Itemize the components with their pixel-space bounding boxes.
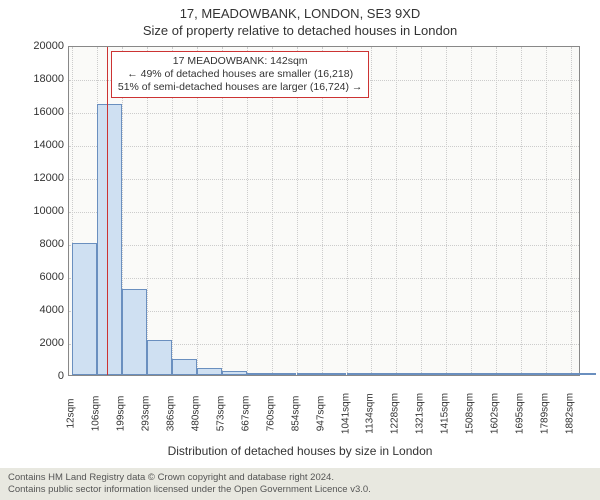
x-tick-label: 1415sqm	[440, 393, 451, 434]
gridline-v	[496, 47, 497, 375]
y-tick-label: 20000	[24, 40, 64, 52]
histogram-bar	[147, 340, 172, 375]
histogram-bar	[72, 243, 97, 375]
histogram-bar	[371, 373, 396, 375]
histogram-bar	[197, 368, 222, 375]
annotation-box: 17 MEADOWBANK: 142sqm← 49% of detached h…	[111, 51, 370, 98]
x-tick-label: 1508sqm	[465, 393, 476, 434]
x-tick-label: 1695sqm	[515, 393, 526, 434]
x-tick-label: 947sqm	[315, 396, 326, 432]
y-tick-label: 2000	[24, 337, 64, 349]
x-tick-label: 1321sqm	[415, 393, 426, 434]
gridline-v	[471, 47, 472, 375]
gridline-v	[571, 47, 572, 375]
x-tick-label: 293sqm	[141, 396, 152, 432]
x-axis-label: Distribution of detached houses by size …	[0, 444, 600, 458]
y-tick-label: 0	[24, 370, 64, 382]
x-tick-label: 1882sqm	[564, 393, 575, 434]
x-tick-label: 106sqm	[91, 396, 102, 432]
gridline-v	[371, 47, 372, 375]
gridline-h	[69, 245, 579, 246]
gridline-v	[421, 47, 422, 375]
gridline-v	[396, 47, 397, 375]
annotation-line: ← 49% of detached houses are smaller (16…	[118, 68, 363, 81]
gridline-h	[69, 278, 579, 279]
gridline-h	[69, 113, 579, 114]
page-subtitle: Size of property relative to detached ho…	[0, 21, 600, 42]
property-marker-line	[107, 47, 108, 375]
x-tick-label: 1134sqm	[365, 393, 376, 433]
y-tick-label: 16000	[24, 106, 64, 118]
histogram-bar	[471, 373, 496, 375]
gridline-v	[446, 47, 447, 375]
x-tick-label: 1789sqm	[540, 393, 551, 434]
histogram-bar	[347, 373, 372, 375]
page-title: 17, MEADOWBANK, LONDON, SE3 9XD	[0, 0, 600, 21]
histogram-bar	[247, 373, 272, 375]
x-tick-label: 573sqm	[215, 396, 226, 432]
histogram-bar	[272, 373, 297, 375]
annotation-line: 51% of semi-detached houses are larger (…	[118, 81, 363, 94]
x-tick-label: 667sqm	[240, 396, 251, 432]
gridline-v	[521, 47, 522, 375]
y-tick-label: 14000	[24, 139, 64, 151]
histogram-bar	[521, 373, 546, 375]
histogram-bar	[571, 373, 596, 375]
footer-line-1: Contains HM Land Registry data © Crown c…	[8, 472, 592, 484]
histogram-bar	[297, 373, 322, 375]
y-tick-label: 6000	[24, 271, 64, 283]
y-tick-label: 12000	[24, 172, 64, 184]
x-tick-label: 480sqm	[191, 396, 202, 432]
histogram-bar	[172, 359, 197, 376]
gridline-h	[69, 179, 579, 180]
histogram-bar	[122, 289, 147, 375]
x-tick-label: 760sqm	[265, 396, 276, 432]
footer: Contains HM Land Registry data © Crown c…	[0, 468, 600, 500]
histogram-bar	[97, 104, 122, 375]
histogram-bar	[446, 373, 471, 375]
x-tick-label: 854sqm	[290, 396, 301, 432]
gridline-v	[546, 47, 547, 375]
plot-area: 17 MEADOWBANK: 142sqm← 49% of detached h…	[68, 46, 580, 376]
x-tick-label: 1602sqm	[490, 393, 501, 434]
x-tick-label: 386sqm	[165, 396, 176, 432]
chart-container: Number of detached properties 17 MEADOWB…	[0, 40, 600, 460]
histogram-bar	[396, 373, 421, 375]
footer-line-2: Contains public sector information licen…	[8, 484, 592, 496]
annotation-line: 17 MEADOWBANK: 142sqm	[118, 55, 363, 68]
gridline-h	[69, 146, 579, 147]
x-tick-label: 199sqm	[116, 396, 127, 432]
y-tick-label: 10000	[24, 205, 64, 217]
y-tick-label: 8000	[24, 238, 64, 250]
x-tick-label: 1041sqm	[340, 393, 351, 434]
y-tick-label: 18000	[24, 73, 64, 85]
x-tick-label: 12sqm	[66, 398, 77, 428]
histogram-bar	[421, 373, 446, 375]
x-tick-label: 1228sqm	[390, 393, 401, 434]
histogram-bar	[546, 373, 571, 375]
y-tick-label: 4000	[24, 304, 64, 316]
histogram-bar	[222, 371, 247, 375]
gridline-h	[69, 212, 579, 213]
histogram-bar	[322, 373, 347, 375]
histogram-bar	[496, 373, 521, 375]
